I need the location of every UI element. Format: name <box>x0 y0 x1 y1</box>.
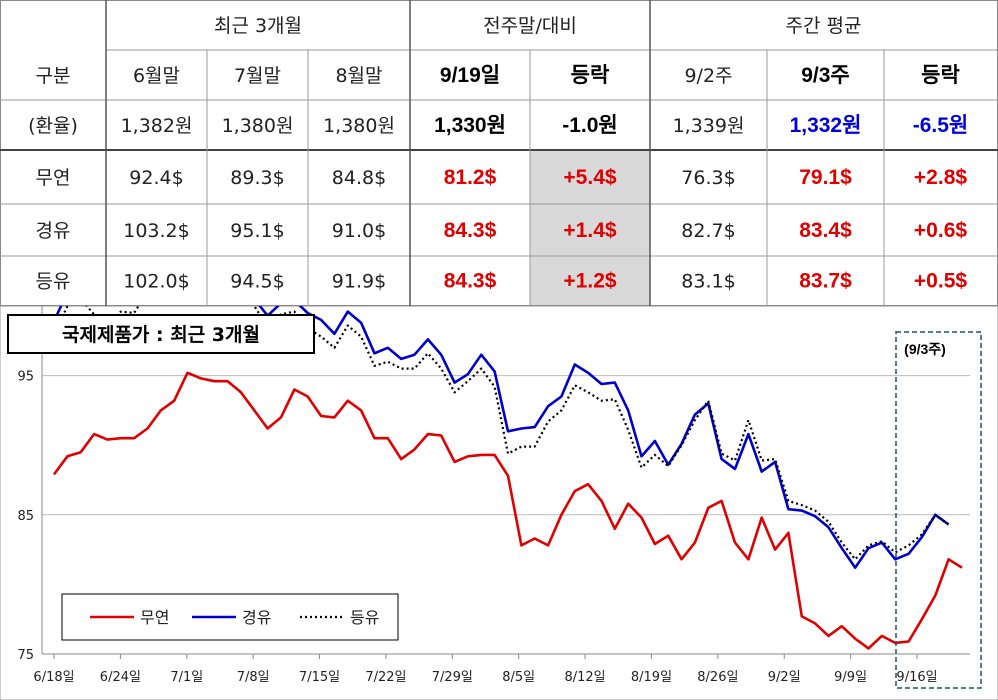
table-cell: 1,380원 <box>222 115 294 137</box>
column-header: 등락 <box>571 64 610 87</box>
table-cell: 83.4$ <box>799 219 852 242</box>
table-cell: 76.3$ <box>681 167 735 189</box>
chart-annotation: (9/3주) <box>904 341 946 357</box>
table-cell: +5.4$ <box>563 166 616 189</box>
legend-label: 등유 <box>350 608 379 627</box>
chart-legend: 무연 경유 등유 <box>61 593 399 641</box>
row-label: 경유 <box>36 220 71 242</box>
row-label: (환율) <box>28 115 78 137</box>
column-header: 8월말 <box>335 65 382 87</box>
series-line-2 <box>52 306 950 570</box>
x-tick-label: 7/22일 <box>365 670 406 685</box>
series-line-1 <box>52 371 963 650</box>
highlight-box <box>895 331 982 689</box>
header-group: 전주말/대비 <box>483 15 577 37</box>
x-tick-label: 6/18일 <box>33 670 74 685</box>
column-header: 9/2주 <box>684 65 732 87</box>
table-cell: 81.2$ <box>444 166 497 189</box>
row-label: 무연 <box>36 167 71 189</box>
y-tick-label: 85 <box>17 509 34 524</box>
legend-label: 경유 <box>242 608 271 627</box>
x-tick-label: 8/12일 <box>564 670 605 685</box>
price-line-chart: 75 85 95 6/18일 6/24일 7/1일 7/8일 7/15일 7/22일 7/29일… <box>0 306 998 700</box>
table-cell: 82.7$ <box>681 220 735 242</box>
x-tick-label: 9/9일 <box>834 670 867 685</box>
column-header: 등락 <box>921 64 960 87</box>
table-cell: 83.7$ <box>799 270 852 293</box>
table-cell: 1,382원 <box>121 115 193 137</box>
table-cell: 1,330원 <box>434 114 506 137</box>
table-cell: 1,380원 <box>323 115 395 137</box>
table-cell: 83.1$ <box>681 271 735 293</box>
table-cell: 95.1$ <box>230 220 284 242</box>
x-tick-label: 7/15일 <box>299 670 340 685</box>
x-tick-label: 7/8일 <box>237 670 270 685</box>
x-tick-label: 6/24일 <box>100 670 141 685</box>
table-cell: +0.6$ <box>914 219 967 242</box>
table-cell: 89.3$ <box>230 167 284 189</box>
table-cell: 91.0$ <box>332 220 386 242</box>
x-tick-label: 9/16일 <box>896 670 937 685</box>
table-cell: 84.8$ <box>332 167 386 189</box>
table-cell: 92.4$ <box>129 167 183 189</box>
column-header: 9/19일 <box>440 64 500 87</box>
column-header: 구분 <box>36 65 71 87</box>
y-tick-label: 95 <box>17 370 34 385</box>
x-tick-label: 8/19일 <box>631 670 672 685</box>
table-cell: 84.3$ <box>444 270 497 293</box>
table-cell: 1,339원 <box>673 115 745 137</box>
header-group: 최근 3개월 <box>214 15 302 37</box>
table-cell: 94.5$ <box>230 271 284 293</box>
table-cell: 79.1$ <box>799 166 852 189</box>
column-header: 7월말 <box>234 65 281 87</box>
header-group: 주간 평균 <box>786 15 862 37</box>
y-tick-label: 75 <box>17 648 34 663</box>
table-cell: 84.3$ <box>444 219 497 242</box>
chart-title-box: 국제제품가 : 최근 3개월 <box>7 314 315 354</box>
x-tick-label: 7/29일 <box>432 670 473 685</box>
row-label: 등유 <box>36 271 71 293</box>
table-cell: 103.2$ <box>123 220 189 242</box>
table-cell: 91.9$ <box>332 271 386 293</box>
chart-title: 국제제품가 : 최근 3개월 <box>62 324 260 346</box>
table-cell: -6.5원 <box>913 114 969 137</box>
x-tick-label: 7/1일 <box>170 670 203 685</box>
x-tick-label: 8/26일 <box>697 670 738 685</box>
table-cell: +1.2$ <box>563 270 616 293</box>
x-tick-label: 8/5일 <box>502 670 535 685</box>
column-header: 9/3주 <box>801 64 850 87</box>
table-cell: 1,332원 <box>790 114 862 137</box>
legend-label: 무연 <box>140 608 169 627</box>
column-header: 6월말 <box>133 65 180 87</box>
x-tick-label: 9/2일 <box>768 670 801 685</box>
table-cell: -1.0원 <box>562 114 618 137</box>
table-cell: +2.8$ <box>914 166 967 189</box>
table-cell: 102.0$ <box>123 271 189 293</box>
table-cell: +1.4$ <box>563 219 616 242</box>
table-cell: +0.5$ <box>914 270 967 293</box>
